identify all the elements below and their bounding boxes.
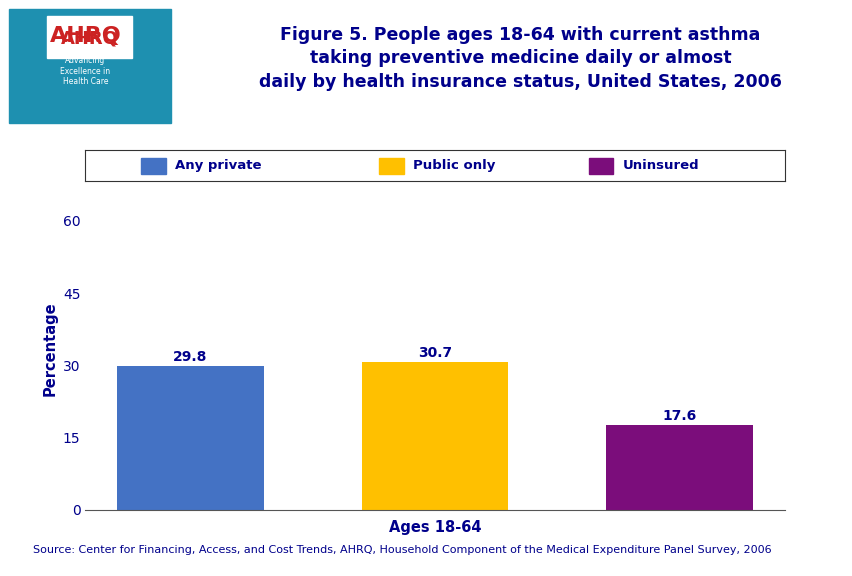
Text: AHRQ: AHRQ [49, 26, 121, 46]
Text: Uninsured: Uninsured [622, 159, 699, 172]
Bar [117, 366, 263, 510]
Text: Any private: Any private [175, 159, 261, 172]
Text: AHRQ: AHRQ [60, 30, 118, 48]
FancyBboxPatch shape [141, 158, 165, 173]
Y-axis label: Percentage: Percentage [43, 301, 57, 396]
Text: Source: Center for Financing, Access, and Cost Trends, AHRQ, Household Component: Source: Center for Financing, Access, an… [33, 545, 771, 555]
Text: Figure 5. People ages 18-64 with current asthma
taking preventive medicine daily: Figure 5. People ages 18-64 with current… [259, 26, 780, 91]
FancyBboxPatch shape [9, 9, 170, 123]
Text: Advancing
Excellence in
Health Care: Advancing Excellence in Health Care [60, 56, 110, 86]
Text: 30.7: 30.7 [417, 346, 452, 359]
Text: 29.8: 29.8 [173, 350, 207, 364]
Bar [606, 425, 752, 510]
FancyBboxPatch shape [47, 16, 132, 58]
FancyBboxPatch shape [378, 158, 403, 173]
X-axis label: Ages 18-64: Ages 18-64 [389, 520, 481, 535]
Text: 17.6: 17.6 [662, 408, 696, 423]
Bar [361, 362, 508, 510]
FancyBboxPatch shape [588, 158, 613, 173]
Text: Public only: Public only [412, 159, 494, 172]
